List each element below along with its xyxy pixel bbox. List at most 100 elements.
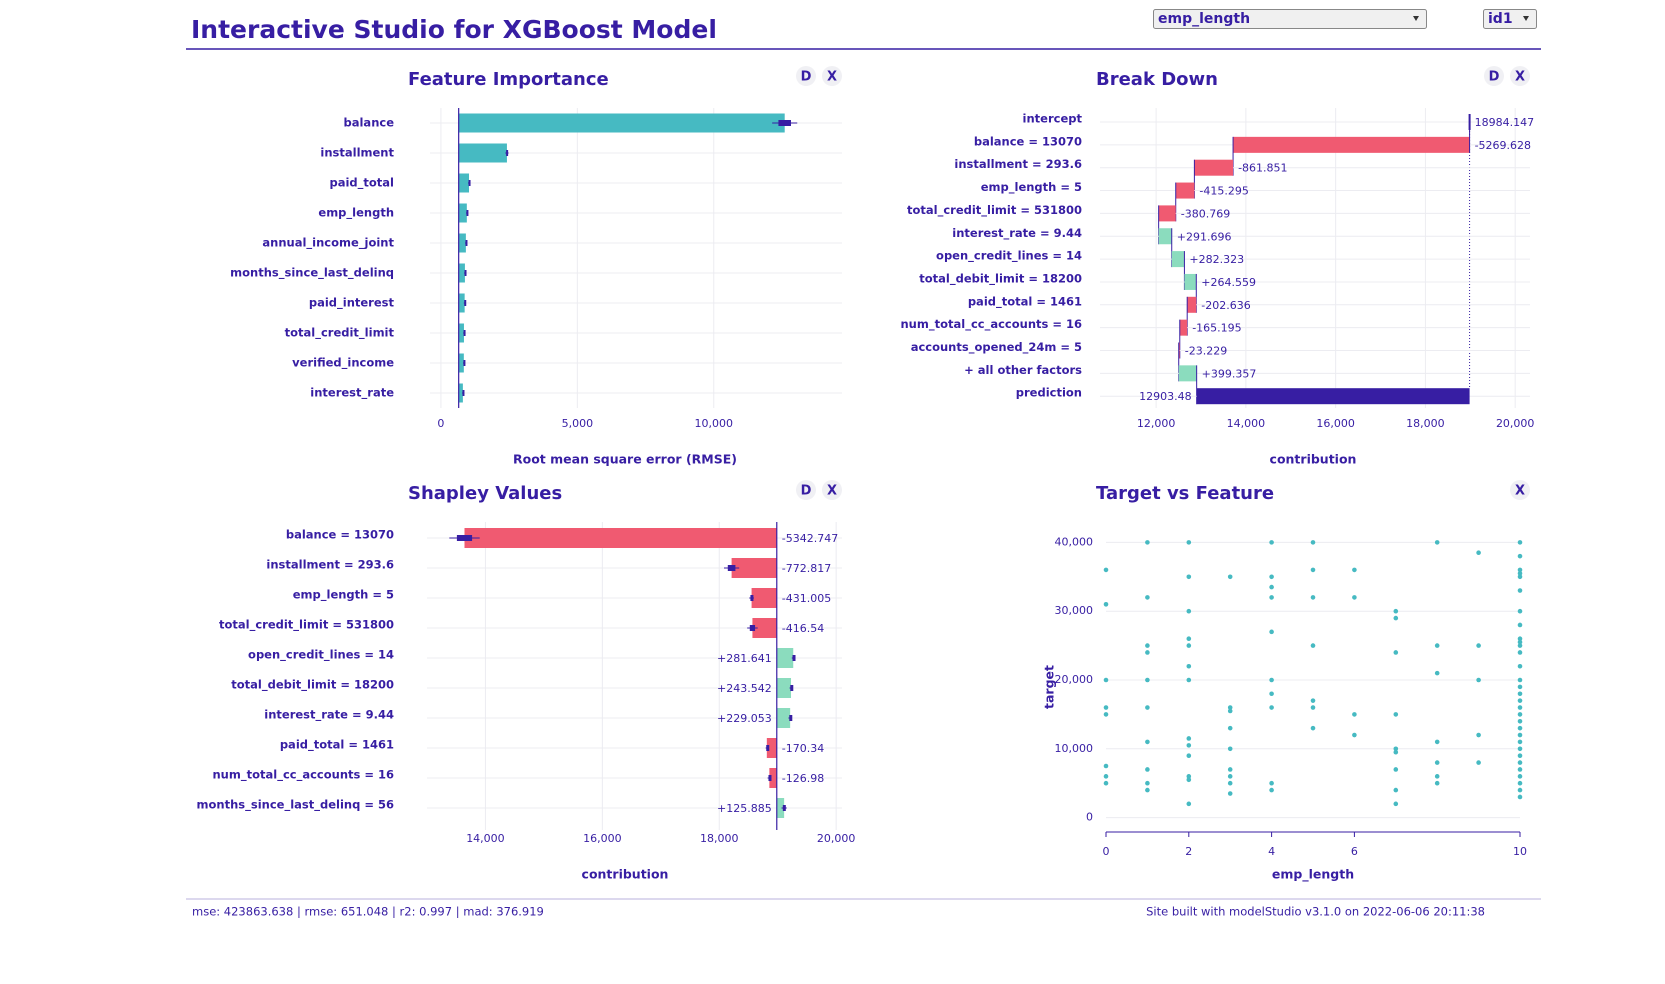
point (1517, 732, 1523, 738)
panel-button-label[interactable]: D (801, 70, 812, 85)
value-label: -202.636 (1201, 299, 1250, 312)
error-box (727, 565, 736, 571)
value-label: -170.34 (782, 742, 824, 755)
value-label: -380.769 (1181, 207, 1230, 220)
panel-button-label[interactable]: X (1515, 484, 1525, 499)
error-box (463, 330, 466, 336)
category-label: intercept (1023, 112, 1083, 126)
y-axis-label: target (1042, 665, 1057, 709)
category-label: paid_total (329, 176, 394, 191)
panel-button[interactable] (796, 480, 816, 500)
value-label: +291.696 (1177, 230, 1232, 243)
select-arrow[interactable] (1413, 16, 1419, 21)
point (1517, 643, 1523, 648)
x-tick-label: 14,000 (466, 832, 505, 845)
point (1352, 712, 1357, 717)
panel-button-label[interactable]: X (827, 70, 837, 85)
point (1186, 540, 1192, 545)
point (1103, 602, 1109, 607)
bar (458, 233, 466, 253)
point (1393, 746, 1399, 752)
panel-button-label[interactable]: X (827, 484, 837, 499)
point (1393, 787, 1399, 793)
point (1434, 739, 1440, 745)
panel-button[interactable] (1484, 66, 1504, 86)
error-box (768, 775, 772, 781)
panel-button[interactable] (822, 66, 842, 86)
point (1145, 780, 1150, 786)
point (1434, 643, 1440, 648)
value-label: +264.559 (1201, 276, 1256, 289)
bar (766, 738, 777, 758)
bar (458, 143, 507, 163)
point (1186, 774, 1192, 779)
bar (458, 173, 470, 193)
point (1517, 767, 1523, 772)
point (1517, 712, 1523, 717)
prediction-bar (1196, 388, 1470, 405)
bar (731, 558, 777, 578)
variable-select[interactable]: emp_length (1153, 9, 1427, 29)
value-label: +282.323 (1189, 253, 1244, 266)
error-box (468, 180, 471, 186)
error-box (456, 535, 473, 541)
contribution-bar (1233, 136, 1470, 153)
select-box[interactable] (1153, 9, 1427, 29)
point (1393, 615, 1399, 621)
category-label: annual_income_joint (262, 236, 394, 251)
x-axis-label: contribution (582, 867, 669, 882)
panel-button-label[interactable]: X (1515, 70, 1525, 85)
error-box (465, 240, 468, 246)
y-tick-label: 10,000 (1055, 742, 1094, 755)
point (1434, 774, 1440, 779)
point (1227, 774, 1233, 779)
x-tick-label: 20,000 (1496, 417, 1535, 430)
point (1517, 540, 1523, 545)
category-label: paid_total = 1461 (968, 294, 1082, 309)
category-label: open_credit_lines = 14 (936, 249, 1082, 264)
point (1517, 553, 1523, 559)
x-tick-label: 12,000 (1137, 417, 1176, 430)
point (1103, 763, 1109, 769)
category-label: + all other factors (964, 363, 1082, 377)
select-arrow[interactable] (1523, 16, 1529, 21)
panel-button[interactable] (1510, 66, 1530, 86)
point (1186, 636, 1192, 642)
point (1186, 801, 1192, 807)
panel-button[interactable] (1510, 480, 1530, 500)
y-tick-label: 30,000 (1055, 604, 1094, 617)
point (1310, 705, 1316, 710)
point (1186, 753, 1192, 758)
value-label: -416.54 (782, 622, 824, 635)
select-value[interactable]: emp_length (1158, 11, 1250, 27)
point (1393, 650, 1399, 655)
category-label: months_since_last_delinq (230, 266, 394, 281)
point (1227, 705, 1233, 710)
category-label: installment = 293.6 (954, 157, 1082, 171)
panel-button-label[interactable]: D (1489, 70, 1500, 85)
bar (458, 113, 785, 133)
x-tick-label: 2 (1185, 845, 1192, 858)
value-label: -415.295 (1199, 185, 1248, 198)
panel-button[interactable] (796, 66, 816, 86)
error-box (789, 715, 793, 721)
category-label: open_credit_lines = 14 (248, 648, 394, 663)
point (1269, 691, 1274, 697)
select-value[interactable]: id1 (1488, 11, 1513, 27)
point (1393, 712, 1399, 717)
point (1517, 698, 1523, 703)
footer-credit: Site built with modelStudio v3.1.0 on 20… (1146, 905, 1485, 919)
error-box (749, 625, 756, 631)
x-tick-label: 18,000 (700, 832, 739, 845)
point (1145, 677, 1150, 683)
select-box[interactable] (1483, 9, 1537, 29)
page-title: Interactive Studio for XGBoost Model (191, 15, 717, 44)
point (1269, 705, 1274, 710)
panel-button-label[interactable]: D (801, 484, 812, 499)
value-label: -5342.747 (782, 532, 838, 545)
bar (776, 708, 791, 728)
contribution-bar (1179, 319, 1188, 336)
panel-button[interactable] (822, 480, 842, 500)
observation-select[interactable]: id1 (1483, 9, 1537, 29)
point (1517, 636, 1523, 642)
